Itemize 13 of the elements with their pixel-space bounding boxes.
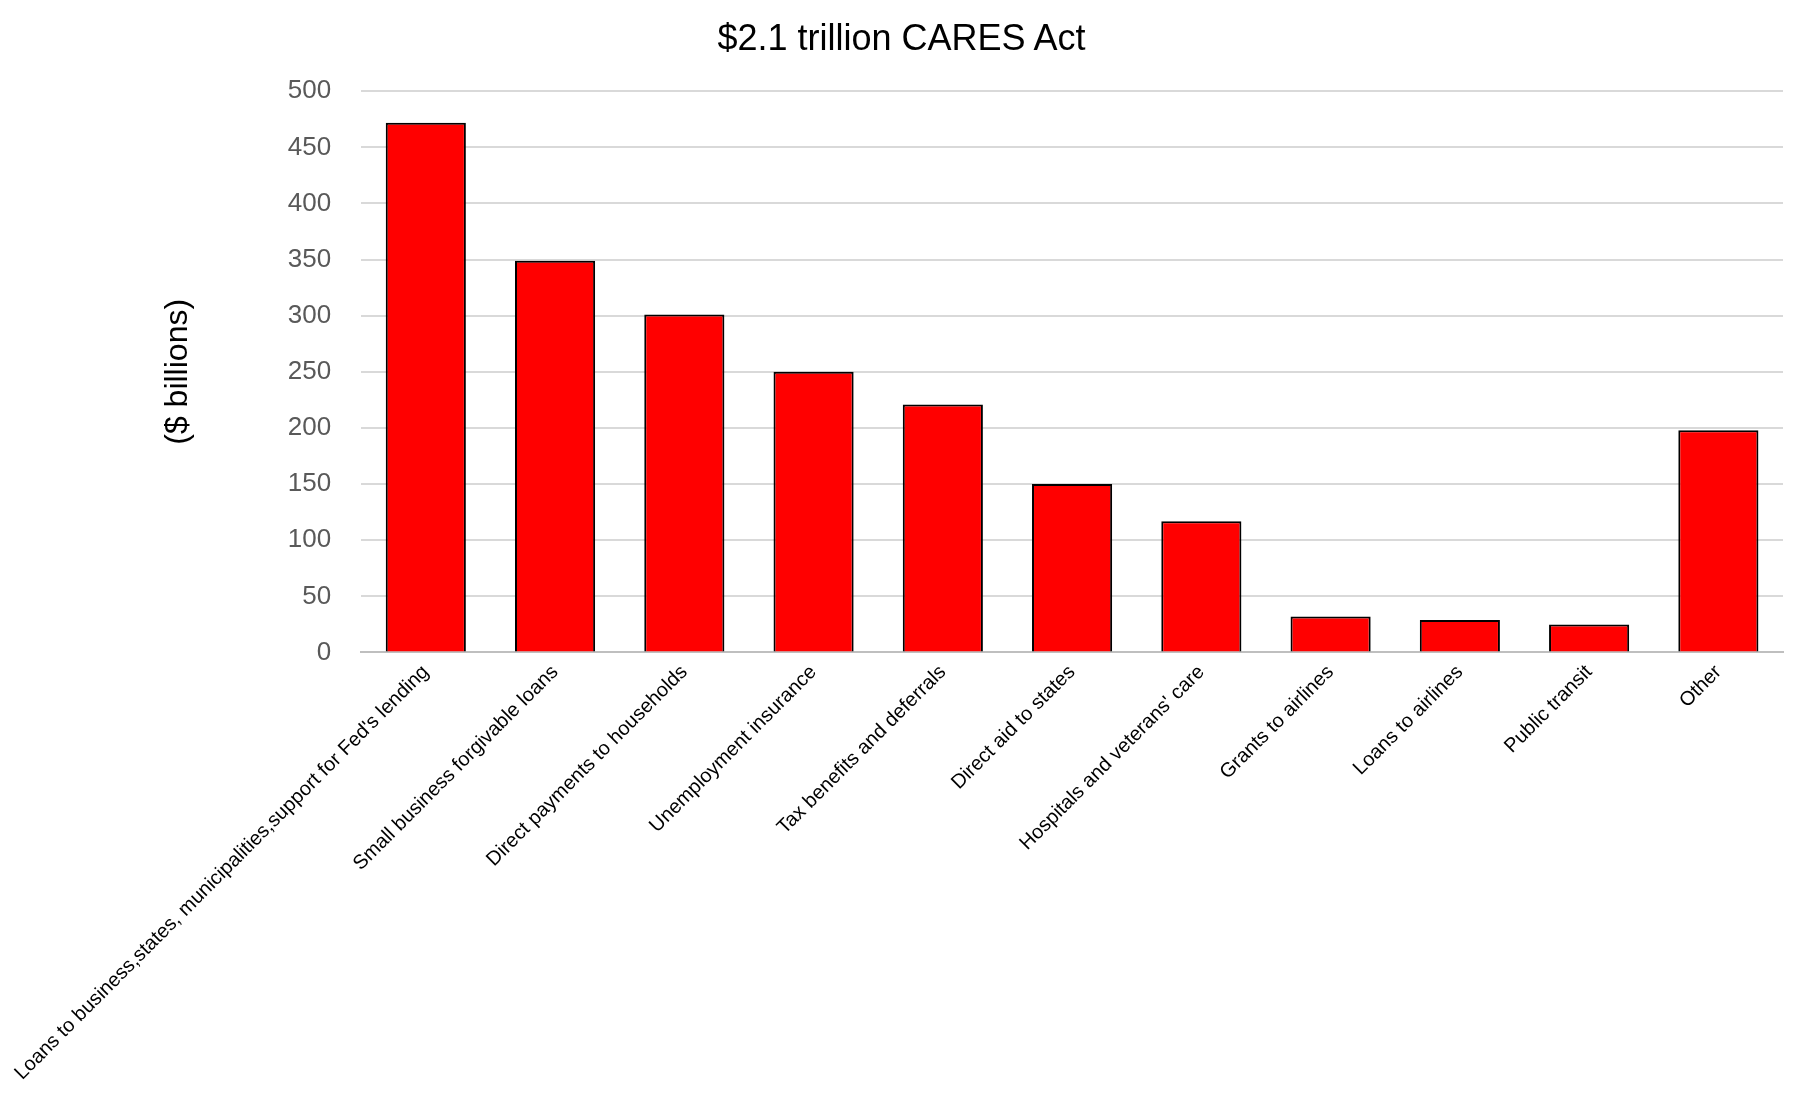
y-tick-label: 450 <box>287 130 332 161</box>
y-tick-label: 100 <box>287 523 332 554</box>
y-tick-label: 0 <box>316 635 332 666</box>
y-tick-label: 250 <box>287 355 332 386</box>
y-tick-label: 300 <box>287 298 332 329</box>
y-tick-label: 200 <box>287 411 332 442</box>
y-tick-label: 350 <box>287 242 332 273</box>
chart-title: $2.1 trillion CARES Act <box>717 16 1086 58</box>
y-tick-label: 50 <box>302 579 332 610</box>
y-axis-title: ($ billions) <box>158 298 195 445</box>
y-tick-label: 400 <box>287 186 332 217</box>
y-tick-label: 150 <box>287 467 332 498</box>
y-tick-label: 500 <box>287 74 332 105</box>
